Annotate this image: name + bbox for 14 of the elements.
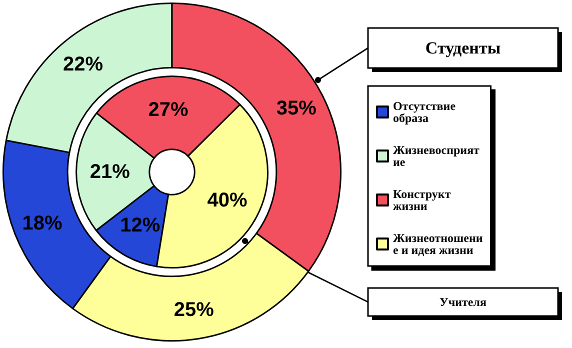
slice-label: Студенты — [425, 38, 501, 58]
legend-label: Конструкт жизни — [393, 187, 454, 213]
data-label: 21% — [90, 160, 130, 183]
data-label: 40% — [207, 189, 248, 212]
slice-label: Учителя — [440, 295, 487, 309]
data-label: 12% — [120, 214, 160, 236]
legend-label: Жизневосприятие — [393, 143, 480, 169]
data-label: 18% — [22, 212, 62, 234]
data-label: 35% — [276, 98, 317, 120]
legend-label: Жизнеотношение и идея жизни — [393, 231, 483, 257]
legend-label: Отсутствие образа — [393, 99, 459, 125]
data-label: 22% — [63, 53, 104, 76]
data-label: 25% — [174, 298, 214, 321]
data-label: 27% — [148, 98, 189, 121]
